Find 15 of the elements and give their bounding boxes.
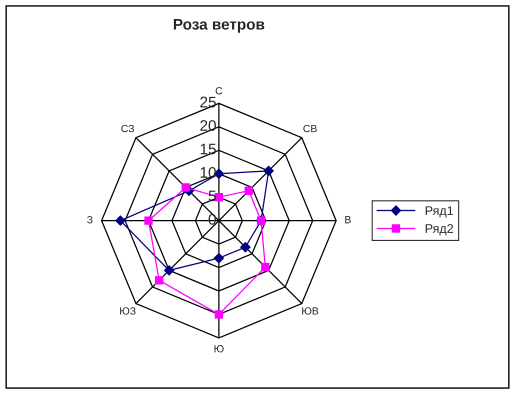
spoke-label: В [345, 216, 351, 224]
spoke-label: С [216, 87, 222, 94]
y-tick-label: 15 [200, 144, 216, 154]
legend-label: Ряд2 [426, 224, 454, 236]
legend-label: Ряд1 [426, 206, 454, 218]
spoke-label: З [87, 216, 93, 224]
spoke-label: ЮВ [302, 307, 318, 315]
spoke-label: СВ [303, 124, 317, 132]
y-tick-label: 25 [200, 96, 216, 108]
spoke-label: ЮЗ [120, 307, 136, 315]
spoke-label: СЗ [121, 124, 134, 132]
spoke-label: Ю [214, 345, 224, 352]
chart-title: Роза ветров [174, 19, 264, 33]
y-tick-label: 10 [200, 167, 216, 178]
y-tick-label: 20 [200, 120, 216, 131]
